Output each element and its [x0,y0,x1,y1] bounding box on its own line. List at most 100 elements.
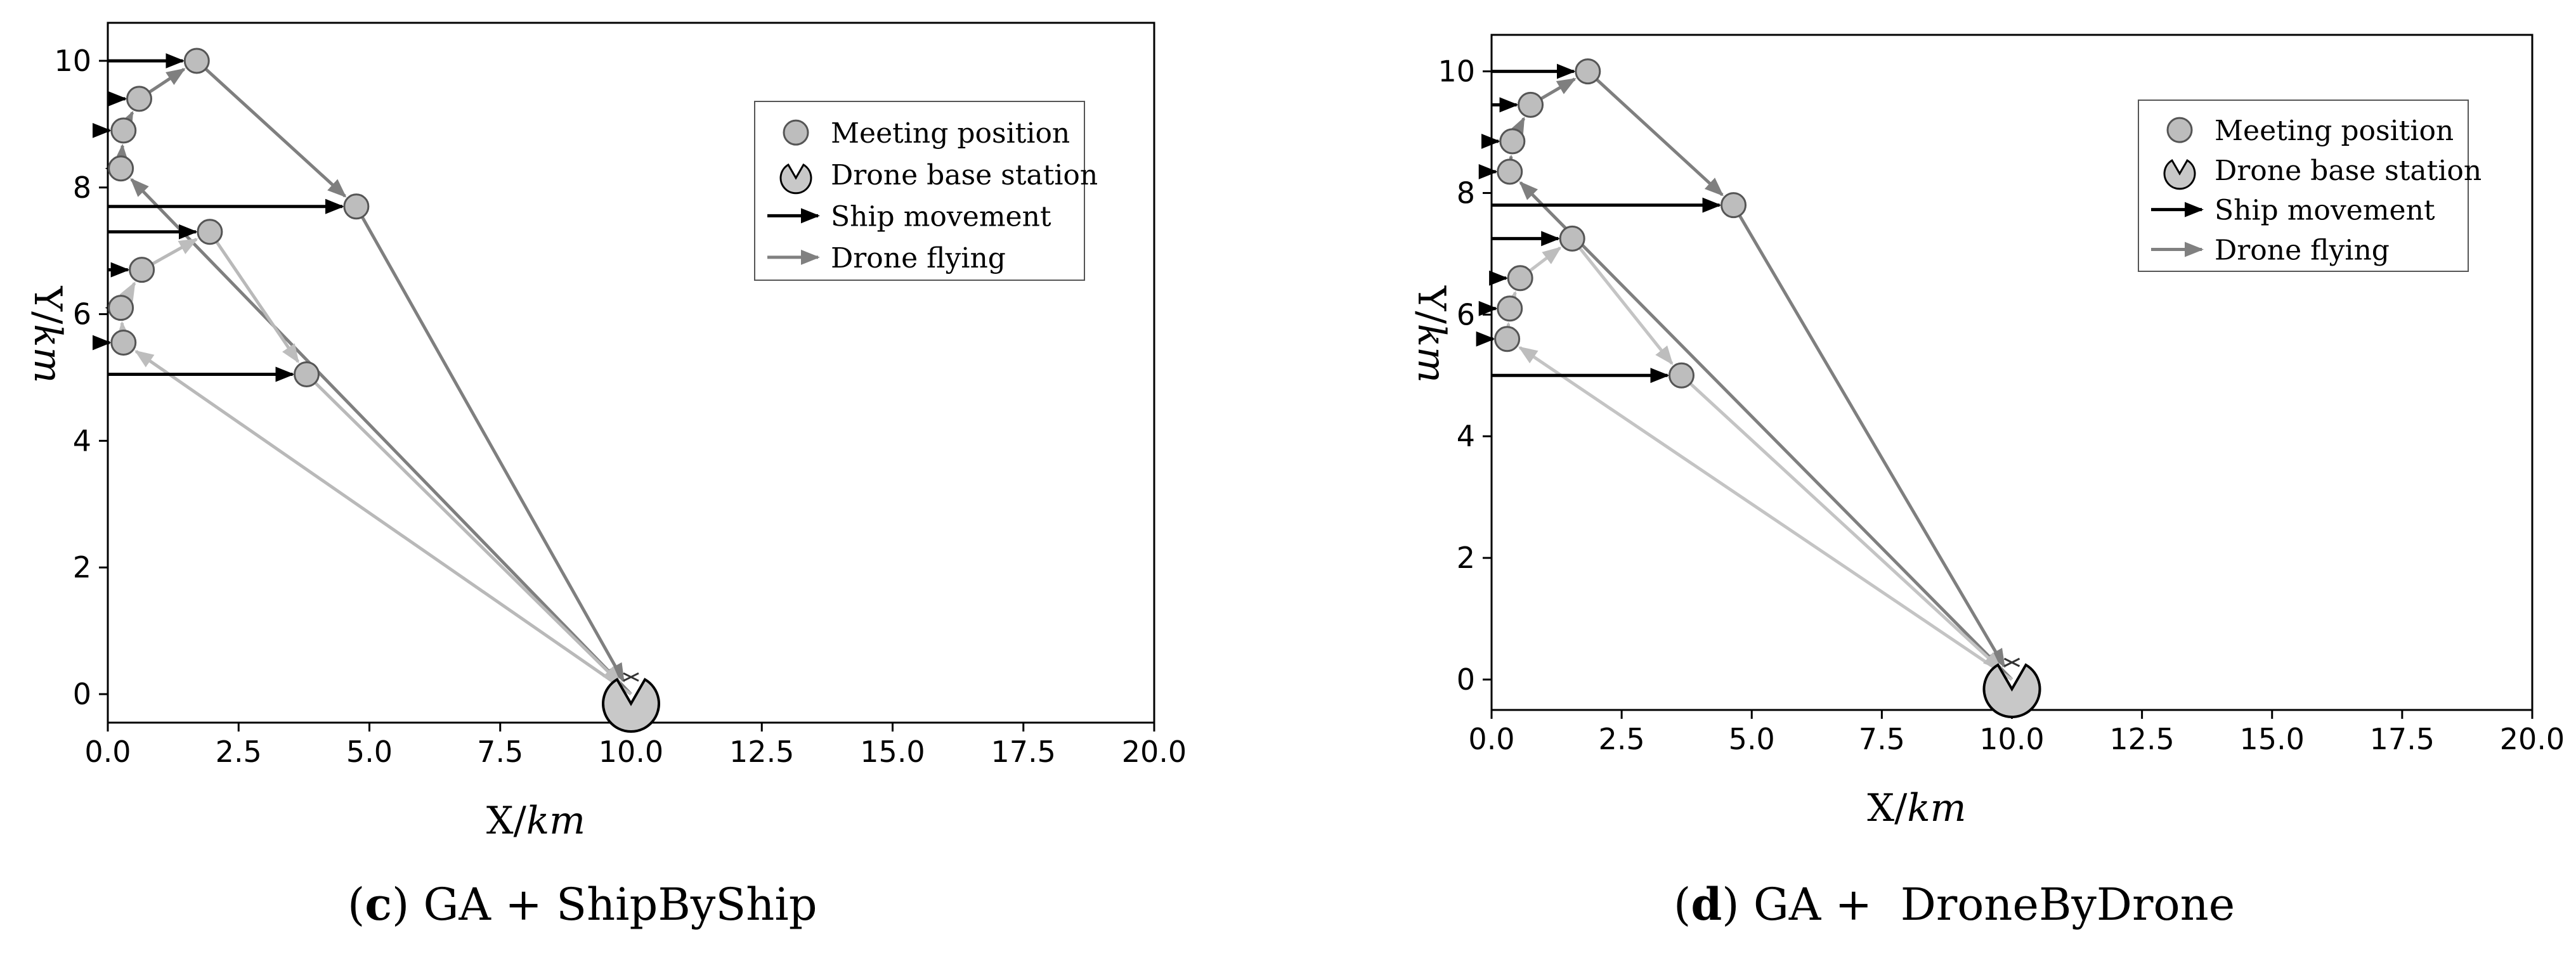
drone-flying-arrow [208,231,300,364]
legend-entry-label: Ship movement [831,200,1051,233]
legend: Meeting position Drone base station Ship m… [2138,100,2482,272]
meeting-point [126,86,152,112]
legend-entry-label: Drone flying [831,242,1006,274]
meeting-point [294,361,320,387]
y-tick-label: 2 [1457,541,1475,575]
legend-entry-label: Drone base station [831,159,1098,191]
drone-flying-arrow [130,177,632,695]
meeting-point [1575,58,1601,85]
x-tick-label: 20.0 [2500,722,2565,756]
x-tick-label: 17.5 [991,735,1056,769]
x-tick-label: 0.0 [1468,722,1514,756]
y-tick-label: 2 [73,550,91,584]
caption-close-paren: ) [1722,879,1740,931]
meeting-point [197,219,223,245]
y-axis-label: Y/km [1409,285,1454,383]
caption-open-paren: ( [1674,879,1691,931]
legend-meeting-symbol [2166,117,2193,143]
x-tick-label: 7.5 [1859,722,1905,756]
x-tick-label: 15.0 [2240,722,2305,756]
drone-flying-arrow [1518,346,2013,681]
chart-panel-c: 0.0 2.5 5.0 7.5 10.0 12.5 15.0 17.5 20.0 0 2 4 6 8 10 X… [25,22,1187,931]
y-tick-label: 4 [1457,419,1475,453]
x-tick-label: 10.0 [599,735,663,769]
legend-station-symbol [779,163,812,195]
caption-open-paren: ( [348,879,365,931]
y-tick-label: 6 [1457,297,1475,332]
y-tick-label: 0 [73,677,91,711]
meeting-point [1497,158,1523,185]
y-tick-label: 10 [54,44,91,78]
meeting-point [1494,326,1521,352]
meeting-point [343,193,370,220]
meeting-point [1518,91,1544,118]
x-tick-label: 7.5 [477,735,523,769]
x-axis-label: X/km [486,799,585,843]
legend-entry-label: Drone flying [2215,234,2390,266]
meeting-point [129,257,155,283]
drone-flying-arrow [1587,70,1724,197]
meeting-point [110,117,137,144]
chart-svg-d: 0.0 2.5 5.0 7.5 10.0 12.5 15.0 17.5 20.0 0 2 4 6 8 10 X… [1409,34,2565,830]
drone-flying-arrow [1680,374,2003,671]
y-axis-label-prefix: Y/ [25,285,70,325]
x-tick-label: 2.5 [216,735,262,769]
x-tick-label: 5.0 [1729,722,1775,756]
y-axis-label-prefix: Y/ [1409,285,1454,325]
caption-text: GA + DroneByDrone [1739,879,2235,931]
legend-meeting-symbol [783,119,809,146]
x-tick-label: 10.0 [1979,722,2044,756]
meeting-point [1507,265,1533,292]
drone-flying-arrow [305,373,622,685]
meeting-point [1497,295,1523,322]
x-tick-label: 15.0 [860,735,925,769]
x-tick-label: 12.5 [2109,722,2174,756]
drone-icon [2003,657,2020,667]
legend: Meeting position Drone base station Ship m… [754,101,1098,281]
drone-flying-arrow [355,205,625,683]
x-axis-label-prefix: X/ [486,799,527,843]
caption-c: (c) GA + ShipByShip [348,878,817,931]
drone-flying-arrow [1571,237,1674,365]
drone-flying-arrow [134,350,632,696]
drone-base-station [602,678,660,733]
meeting-point [183,48,210,74]
meeting-point [110,330,137,356]
y-tick-label: 6 [73,297,91,332]
caption-letter: d [1691,878,1722,931]
drone-base-station [1982,663,2041,719]
x-axis-label-unit: km [526,799,585,843]
x-tick-label: 2.5 [1599,722,1645,756]
x-axis-label-unit: km [1907,786,1966,830]
y-axis-label-unit: km [25,324,70,383]
y-axis-label-unit: km [1409,324,1454,383]
caption-letter: c [365,878,392,931]
drone-flying-arrow [1519,181,2013,681]
x-tick-label: 0.0 [84,735,131,769]
meeting-point [1668,362,1695,389]
meeting-point [108,295,134,321]
y-tick-label: 8 [1457,176,1475,210]
chart-panel-d: 0.0 2.5 5.0 7.5 10.0 12.5 15.0 17.5 20.0 0 2 4 6 8 10 X… [1288,0,2576,954]
caption-text: GA + ShipByShip [409,879,817,931]
legend-entry-label: Drone base station [2215,155,2482,187]
x-tick-label: 17.5 [2370,722,2435,756]
meeting-point [1499,128,1526,155]
y-tick-label: 8 [73,171,91,205]
drone-flying-arrow [1732,204,2006,668]
meeting-point [1559,225,1585,252]
meeting-point [1721,192,1747,219]
x-tick-label: 20.0 [1122,735,1187,769]
x-axis-label-prefix: X/ [1867,786,1908,830]
y-axis-label: Y/km [25,285,70,383]
y-tick-label: 10 [1438,55,1475,89]
legend-entry-label: Ship movement [2215,195,2435,227]
drone-icon [623,672,639,682]
chart-svg-c: 0.0 2.5 5.0 7.5 10.0 12.5 15.0 17.5 20.0 0 2 4 6 8 10 X… [25,22,1187,843]
y-tick-label: 4 [73,423,91,458]
legend-entry-label: Meeting position [831,117,1070,150]
caption-d: (d) GA + DroneByDrone [1674,878,2235,931]
drone-flying-arrow [195,60,347,198]
y-tick-label: 0 [1457,662,1475,697]
meeting-point [108,155,134,182]
